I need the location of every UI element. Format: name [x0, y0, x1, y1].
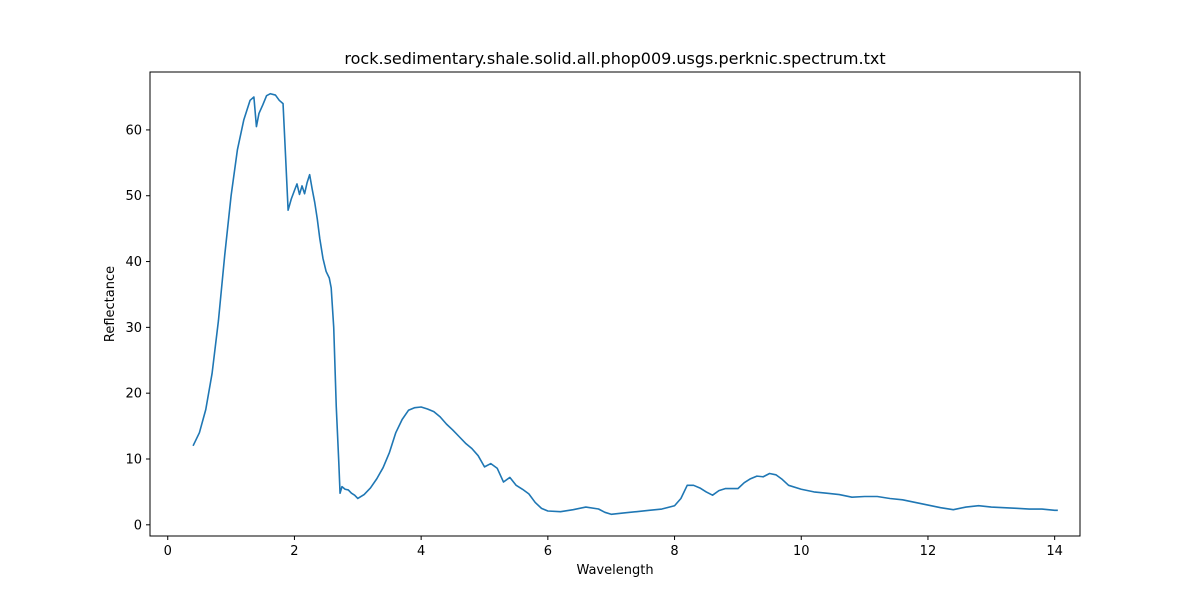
y-tick-label: 20	[125, 387, 142, 402]
x-tick-label: 2	[290, 544, 298, 559]
x-tick-label: 0	[164, 544, 172, 559]
plot-frame	[149, 71, 1081, 537]
y-tick-label: 10	[125, 452, 142, 467]
y-tick-label: 30	[125, 321, 142, 336]
x-tick-label: 14	[1046, 544, 1063, 559]
x-tick-label: 6	[544, 544, 552, 559]
x-tick-label: 12	[920, 544, 937, 559]
y-tick-label: 0	[134, 518, 142, 533]
y-tick-label: 50	[125, 189, 142, 204]
x-tick-label: 10	[793, 544, 810, 559]
y-tick-label: 60	[125, 123, 142, 138]
chart-title: rock.sedimentary.shale.solid.all.phop009…	[344, 49, 885, 68]
plot-area	[150, 72, 1080, 536]
series-layer	[192, 92, 1058, 516]
y-axis-label: Reflectance	[103, 266, 118, 342]
x-axis-ticks: 0 2 4 6 8 10 12 14	[164, 536, 1063, 559]
x-axis-label: Wavelength	[576, 563, 653, 578]
y-tick-label: 40	[125, 255, 142, 270]
x-tick-label: 4	[417, 544, 425, 559]
series-line-reflectance	[192, 92, 1058, 516]
y-axis-ticks: 0 10 20 30 40 50 60	[125, 123, 150, 533]
x-tick-label: 8	[670, 544, 678, 559]
